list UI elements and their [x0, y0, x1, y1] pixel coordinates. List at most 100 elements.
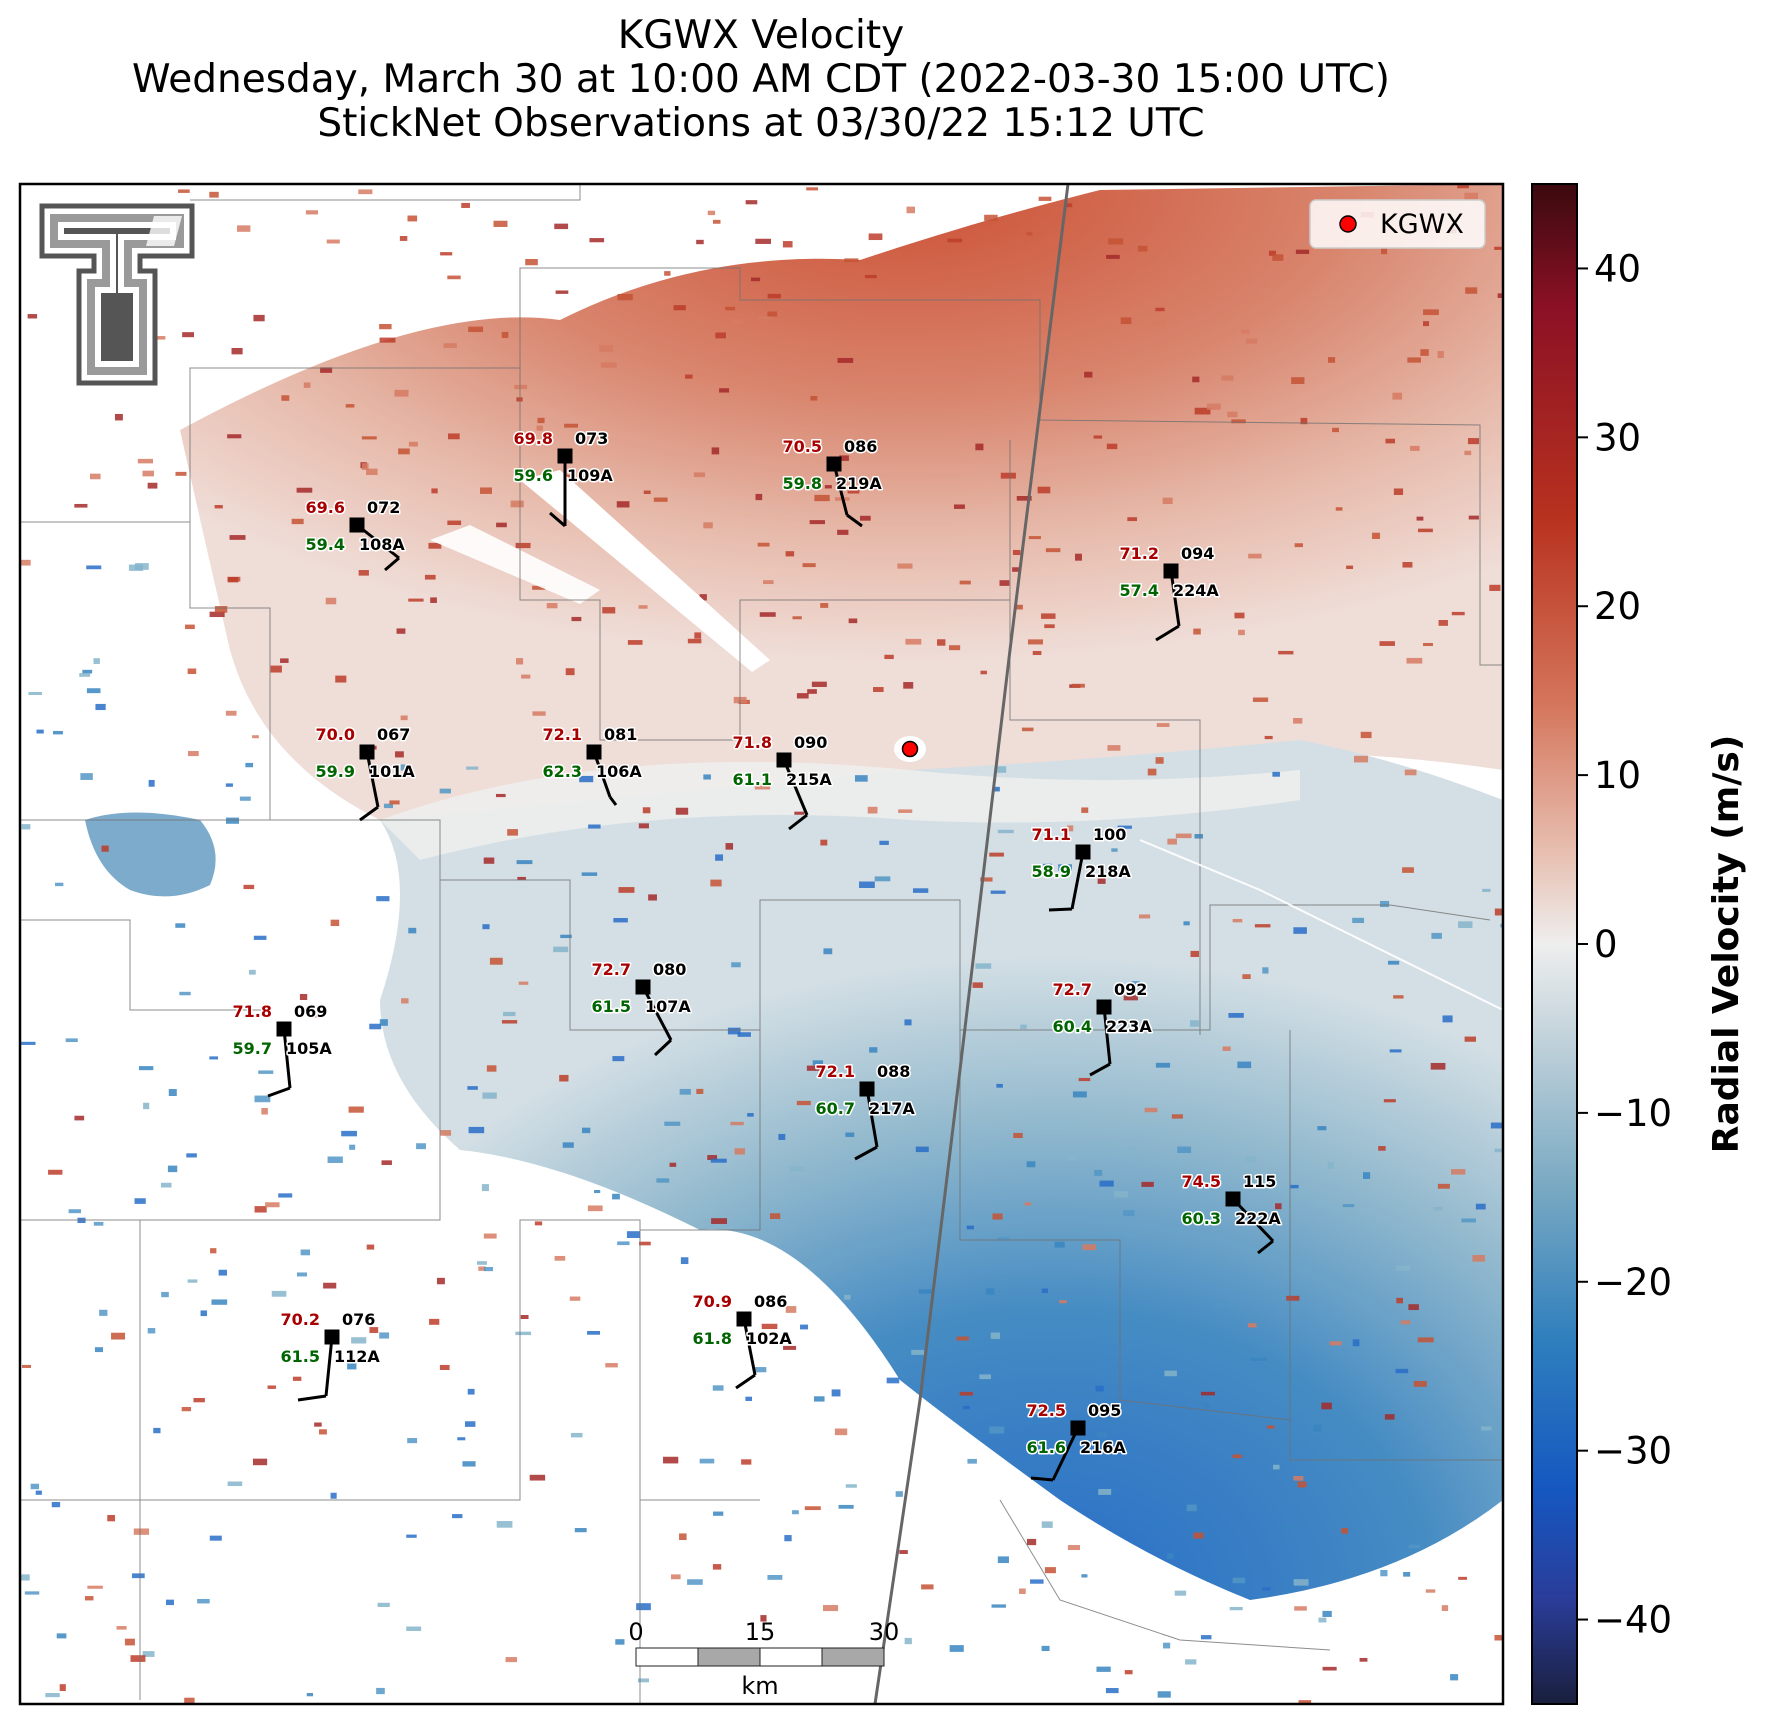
velocity-speckle	[579, 775, 594, 783]
velocity-speckle	[137, 458, 153, 464]
velocity-speckle	[712, 219, 721, 224]
wind-barb-staff	[641, 986, 673, 1041]
velocity-speckle	[381, 1160, 392, 1165]
velocity-speckle	[379, 1332, 390, 1339]
colorbar-tick-label: −10	[1594, 1092, 1672, 1135]
station-dewpoint: 57.4	[1120, 581, 1159, 600]
wind-barb-staff	[1070, 851, 1085, 910]
velocity-speckle	[767, 293, 781, 299]
velocity-speckle	[703, 774, 711, 780]
velocity-speckle	[1045, 548, 1061, 553]
velocity-speckle	[1054, 1241, 1065, 1248]
velocity-speckle	[175, 923, 186, 928]
station-216A[interactable]: 72.5 095 61.6 216A	[1025, 1400, 1128, 1482]
velocity-speckle	[1193, 628, 1201, 635]
velocity-speckle	[990, 1332, 1001, 1339]
velocity-speckle	[1266, 1425, 1275, 1429]
station-108A[interactable]: 69.6 072 59.4 108A	[304, 497, 407, 572]
velocity-speckle	[747, 1113, 754, 1117]
velocity-speckle	[400, 764, 407, 771]
velocity-speckle	[778, 1133, 786, 1140]
velocity-speckle	[1247, 1323, 1257, 1328]
velocity-speckle	[792, 616, 802, 620]
station-109A[interactable]: 69.8 073 59.6 109A	[512, 428, 615, 528]
velocity-speckle	[1228, 1012, 1244, 1018]
velocity-speckle	[267, 1385, 276, 1389]
velocity-speckle	[694, 632, 702, 639]
velocity-speckle	[627, 640, 643, 645]
velocity-speckle	[755, 238, 771, 244]
velocity-speckle	[1272, 254, 1284, 261]
station-marker	[557, 448, 573, 464]
station-217A[interactable]: 72.1 088 60.7 217A	[814, 1061, 917, 1161]
wind-barb	[1155, 624, 1180, 642]
velocity-speckle	[1322, 1666, 1337, 1671]
station-105A[interactable]: 71.8 069 59.7 105A	[231, 1001, 334, 1098]
velocity-speckle	[673, 305, 686, 311]
velocity-speckle	[503, 1011, 516, 1017]
station-218A[interactable]: 71.1 100 58.9 218A	[1030, 824, 1133, 912]
velocity-speckle	[874, 876, 891, 882]
velocity-speckle	[252, 1458, 268, 1466]
velocity-speckle	[24, 1591, 40, 1595]
velocity-speckle	[252, 735, 259, 739]
station-215A[interactable]: 71.8 090 61.1 215A	[731, 732, 834, 831]
velocity-speckle	[376, 1687, 385, 1695]
velocity-speckle	[481, 1184, 489, 1192]
velocity-speckle	[536, 425, 544, 431]
velocity-speckle	[185, 624, 195, 630]
velocity-speckle	[918, 1289, 934, 1294]
velocity-speckle	[147, 1328, 156, 1334]
velocity-speckle	[626, 1231, 641, 1239]
velocity-speckle	[599, 344, 614, 352]
velocity-speckle	[1464, 450, 1472, 456]
velocity-speckle	[239, 796, 251, 801]
velocity-speckle	[440, 252, 453, 256]
station-101A[interactable]: 70.0 067 59.9 101A	[314, 724, 417, 822]
velocity-speckle	[554, 1255, 566, 1261]
velocity-speckle	[486, 1065, 497, 1072]
velocity-speckle	[769, 1213, 781, 1220]
velocity-speckle	[28, 691, 42, 696]
velocity-speckle	[296, 1272, 308, 1277]
velocity-speckle	[35, 1490, 42, 1495]
station-219A[interactable]: 70.5 086 59.8 219A	[781, 436, 884, 528]
velocity-speckle	[401, 998, 409, 1004]
wind-barb-staff	[742, 1318, 757, 1376]
station-223A[interactable]: 72.7 092 60.4 223A	[1051, 979, 1154, 1077]
station-107A[interactable]: 72.7 080 61.5 107A	[590, 959, 693, 1057]
station-dewpoint: 59.8	[783, 474, 822, 493]
velocity-speckle	[1464, 1036, 1477, 1042]
velocity-speckle	[68, 1209, 82, 1214]
station-222A[interactable]: 74.5 115 60.3 222A	[1180, 1171, 1283, 1255]
velocity-speckle	[873, 687, 884, 693]
station-224A[interactable]: 71.2 094 57.4 224A	[1118, 543, 1221, 642]
velocity-speckle	[187, 1279, 198, 1283]
velocity-speckle	[811, 681, 827, 687]
velocity-speckle	[800, 1324, 809, 1330]
kgwx-radar-marker[interactable]	[901, 740, 919, 758]
velocity-speckle	[837, 529, 849, 535]
station-106A[interactable]: 72.1 081 62.3 106A	[541, 724, 644, 806]
velocity-speckle	[1067, 825, 1074, 832]
velocity-speckle	[21, 559, 31, 566]
velocity-speckle	[1016, 496, 1032, 501]
velocity-speckle	[429, 1318, 440, 1325]
station-102A[interactable]: 70.9 086 61.8 102A	[691, 1291, 794, 1390]
velocity-speckle	[1420, 349, 1429, 356]
legend-marker	[1339, 215, 1357, 233]
velocity-speckle	[1189, 1020, 1200, 1027]
velocity-speckle	[574, 1528, 587, 1533]
velocity-speckle	[1417, 1337, 1434, 1343]
velocity-speckle	[675, 807, 689, 815]
velocity-speckle	[848, 618, 858, 624]
velocity-speckle	[181, 1406, 192, 1412]
station-112A[interactable]: 70.2 076 61.5 112A	[279, 1309, 382, 1402]
velocity-speckle	[1423, 309, 1439, 316]
station-wind-direction: 072	[367, 498, 400, 517]
velocity-speckle	[807, 689, 817, 694]
velocity-speckle	[1385, 438, 1396, 444]
velocity-speckle	[758, 316, 772, 320]
station-wind-direction: 088	[877, 1062, 910, 1081]
velocity-speckle	[1106, 443, 1118, 450]
